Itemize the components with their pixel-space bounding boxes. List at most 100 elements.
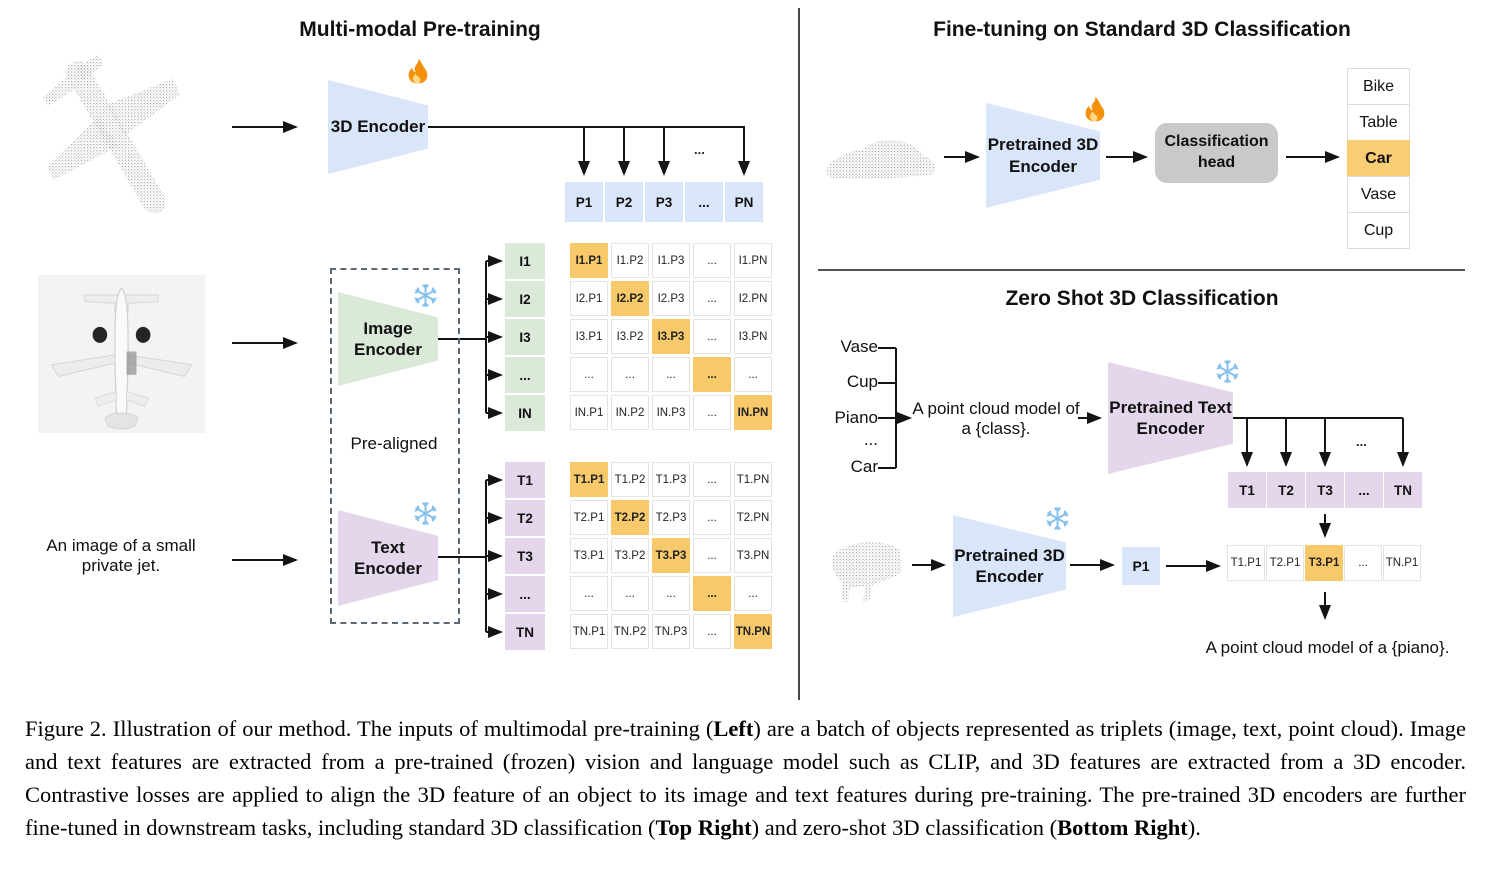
class-label-car: Car bbox=[850, 457, 878, 476]
similarity-cell: T2.P1 bbox=[1266, 545, 1304, 581]
t-cell: T3 bbox=[1306, 472, 1344, 508]
pre-aligned-box bbox=[330, 268, 460, 624]
bottom-right-section-title: Zero Shot 3D Classification bbox=[1005, 287, 1279, 310]
matrix-cell: I3.PN bbox=[734, 319, 772, 354]
similarity-cell: TN.P1 bbox=[1383, 545, 1421, 581]
t-cell: TN bbox=[1384, 472, 1422, 508]
matrix-cell: TN.PN bbox=[734, 614, 772, 649]
snowflake-icon bbox=[1216, 359, 1239, 384]
t-cell: T1 bbox=[505, 462, 545, 498]
t-cell: ... bbox=[1345, 472, 1383, 508]
matrix-cell: ... bbox=[652, 357, 690, 392]
p-cell: P3 bbox=[645, 182, 683, 222]
fire-icon bbox=[1085, 96, 1105, 122]
matrix-cell: T2.P3 bbox=[652, 500, 690, 535]
matrix-cell: I2.P2 bbox=[611, 281, 649, 316]
class-cell: Car bbox=[1347, 140, 1410, 177]
matrix-cell: I3.P3 bbox=[652, 319, 690, 354]
matrix-cell: TN.P1 bbox=[570, 614, 608, 649]
matrix-cell: ... bbox=[734, 357, 772, 392]
encoder-3d: 3D Encoder bbox=[328, 80, 428, 174]
matrix-cell: ... bbox=[693, 357, 731, 392]
matrix-cell: T3.P2 bbox=[611, 538, 649, 573]
matrix-cell: ... bbox=[693, 538, 731, 573]
t-cell: ... bbox=[505, 576, 545, 612]
classification-head: Classification head bbox=[1155, 123, 1278, 183]
i-feature-column: I1 I2 I3... IN bbox=[505, 243, 545, 431]
matrix-cell: I2.P3 bbox=[652, 281, 690, 316]
matrix-cell: ... bbox=[611, 357, 649, 392]
i-cell: I1 bbox=[505, 243, 545, 279]
class-cell: Table bbox=[1347, 104, 1410, 141]
matrix-cell: T1.P1 bbox=[570, 462, 608, 497]
matrix-cell: IN.P1 bbox=[570, 395, 608, 430]
matrix-cell: ... bbox=[693, 576, 731, 611]
matrix-cell: T1.P3 bbox=[652, 462, 690, 497]
matrix-cell: IN.P2 bbox=[611, 395, 649, 430]
airplane-point-cloud bbox=[43, 55, 180, 214]
pre-aligned-label: Pre-aligned bbox=[350, 434, 438, 453]
t-feature-row: T1 T2 T3... TN bbox=[1228, 472, 1422, 508]
similarity-row: T1.P1 T2.P1 T3.P1... TN.P1 bbox=[1227, 545, 1421, 581]
car-point-cloud bbox=[826, 139, 935, 179]
class-label-vase: Vase bbox=[840, 337, 879, 356]
t-cell: T2 bbox=[1267, 472, 1305, 508]
matrix-cell: ... bbox=[570, 576, 608, 611]
i-cell: IN bbox=[505, 395, 545, 431]
matrix-cell: I2.P1 bbox=[570, 281, 608, 316]
matrix-cell: ... bbox=[693, 395, 731, 430]
p-cell: ... bbox=[685, 182, 723, 222]
t-cell: T1 bbox=[1228, 472, 1266, 508]
matrix-cell: ... bbox=[693, 614, 731, 649]
matrix-cell: I1.P2 bbox=[611, 243, 649, 278]
matrix-cell: ... bbox=[734, 576, 772, 611]
i-cell: I2 bbox=[505, 281, 545, 317]
matrix-cell: ... bbox=[693, 462, 731, 497]
i-cell: I3 bbox=[505, 319, 545, 355]
text-point-similarity-matrix: T1.P1 T1.P2 T1.P3... T1.PN T2.P1 T2.P2 T2.P3..… bbox=[570, 462, 772, 649]
p-feature-row: P1 P2 P3... PN bbox=[565, 182, 763, 222]
matrix-cell: T3.P1 bbox=[570, 538, 608, 573]
matrix-cell: T1.PN bbox=[734, 462, 772, 497]
matrix-cell: TN.P2 bbox=[611, 614, 649, 649]
matrix-cell: T3.P3 bbox=[652, 538, 690, 573]
matrix-cell: T2.PN bbox=[734, 500, 772, 535]
input-text-caption: An image of a small private jet. bbox=[46, 536, 196, 575]
top-right-section-title: Fine-tuning on Standard 3D Classificatio… bbox=[933, 18, 1351, 41]
matrix-cell: ... bbox=[693, 281, 731, 316]
ellipsis-label: ... bbox=[1356, 434, 1367, 449]
airplane-image-art bbox=[50, 287, 193, 430]
left-section-title: Multi-modal Pre-training bbox=[299, 18, 541, 41]
i-cell: ... bbox=[505, 357, 545, 393]
p-cell: P2 bbox=[605, 182, 643, 222]
class-cell: Vase bbox=[1347, 176, 1410, 213]
figure-caption: Figure 2. Illustration of our method. Th… bbox=[25, 716, 1466, 840]
matrix-cell: ... bbox=[611, 576, 649, 611]
matrix-cell: ... bbox=[693, 243, 731, 278]
prompt-text: A point cloud model of a {class}. bbox=[912, 399, 1080, 438]
t-cell: T3 bbox=[505, 538, 545, 574]
similarity-cell: T3.P1 bbox=[1305, 545, 1343, 581]
matrix-cell: I1.P3 bbox=[652, 243, 690, 278]
image-point-similarity-matrix: I1.P1 I1.P2 I1.P3... I1.PN I2.P1 I2.P2 I2.P3..… bbox=[570, 243, 772, 430]
matrix-cell: ... bbox=[570, 357, 608, 392]
matrix-cell: I1.P1 bbox=[570, 243, 608, 278]
matrix-cell: T2.P2 bbox=[611, 500, 649, 535]
p-cell: P1 bbox=[565, 182, 603, 222]
p-cell: PN bbox=[725, 182, 763, 222]
class-cell: Cup bbox=[1347, 212, 1410, 249]
matrix-cell: T2.P1 bbox=[570, 500, 608, 535]
matrix-cell: IN.PN bbox=[734, 395, 772, 430]
zero-shot-result-text: A point cloud model of a {piano}. bbox=[1205, 638, 1450, 657]
similarity-cell: T1.P1 bbox=[1227, 545, 1265, 581]
matrix-cell: TN.P3 bbox=[652, 614, 690, 649]
snowflake-icon bbox=[1046, 506, 1069, 531]
fire-icon bbox=[408, 58, 428, 84]
class-label-cup: Cup bbox=[846, 372, 878, 391]
piano-point-cloud bbox=[831, 542, 902, 602]
matrix-cell: I3.P1 bbox=[570, 319, 608, 354]
matrix-cell: I2.PN bbox=[734, 281, 772, 316]
p1-feature-cell: P1 bbox=[1122, 547, 1160, 585]
class-label-ellipsis: ... bbox=[863, 430, 878, 449]
